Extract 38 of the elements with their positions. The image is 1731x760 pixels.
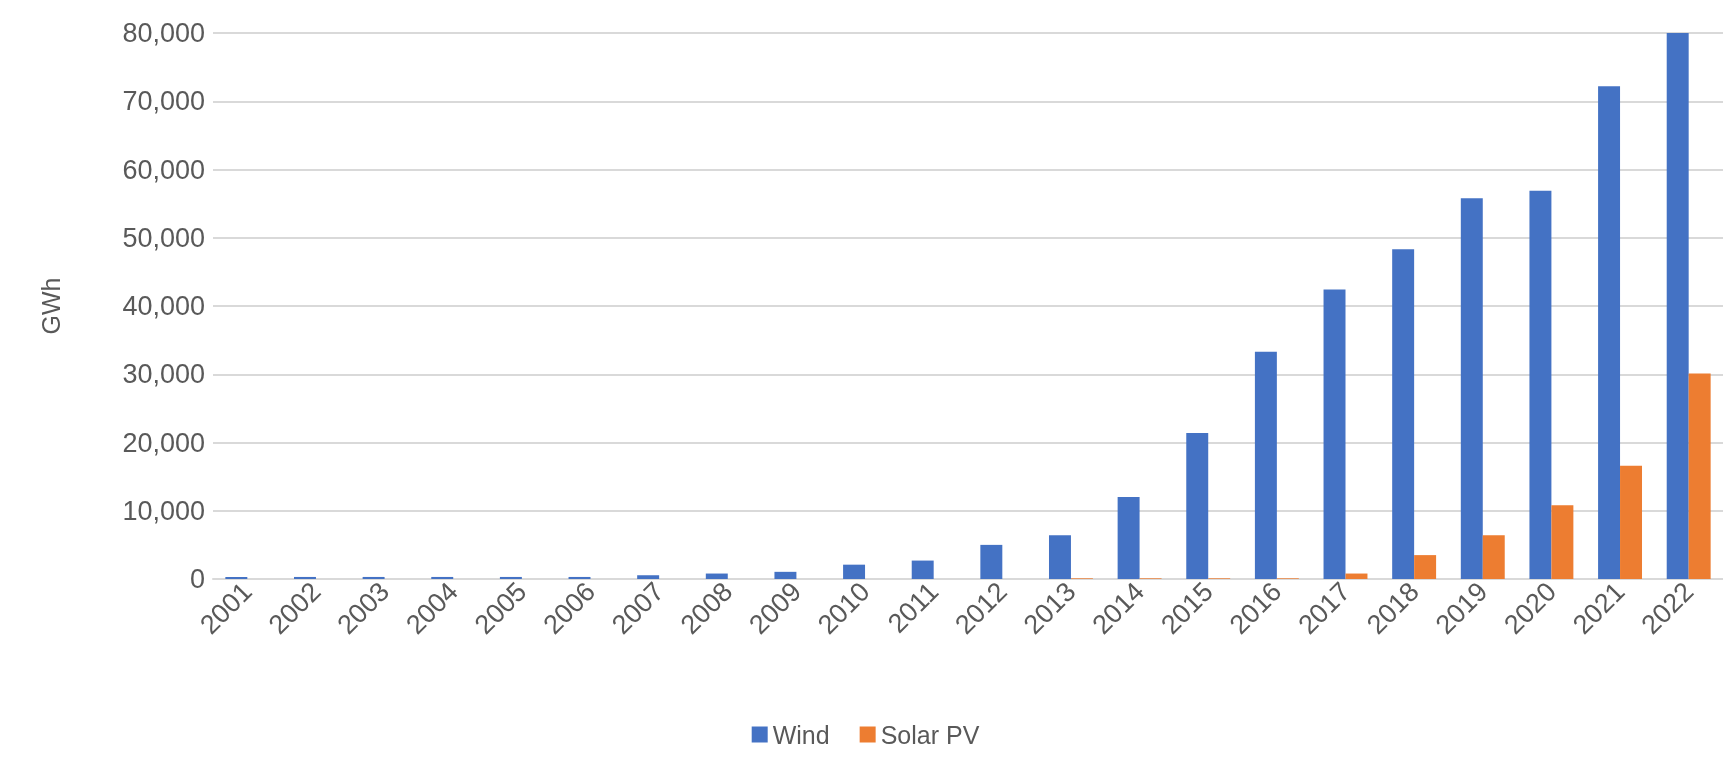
- bar: [1620, 465, 1643, 579]
- bar: [1117, 497, 1140, 579]
- y-tick-label: 20,000: [122, 427, 205, 458]
- y-tick-label: 70,000: [122, 86, 205, 117]
- bar: [431, 576, 454, 579]
- bar: [1323, 289, 1346, 579]
- bar: [705, 573, 728, 579]
- bar: [1186, 432, 1209, 579]
- y-tick-label: 10,000: [122, 495, 205, 526]
- bar: [225, 576, 248, 579]
- bar: [362, 576, 385, 579]
- bar: [980, 544, 1003, 579]
- bar: [774, 571, 797, 579]
- bar: [1598, 86, 1621, 579]
- bar: [293, 576, 316, 579]
- y-tick-label: 40,000: [122, 291, 205, 321]
- bar: [1529, 190, 1552, 579]
- bar: [911, 560, 934, 579]
- legend-label: Wind: [772, 720, 830, 749]
- bar: [1414, 555, 1437, 579]
- bar: [499, 576, 522, 579]
- bar: [1048, 535, 1071, 579]
- bar: [843, 564, 866, 579]
- bar: [568, 576, 591, 579]
- y-axis-title: GWh: [36, 277, 65, 335]
- bar: [1551, 505, 1574, 579]
- bar: [637, 575, 660, 579]
- bar: [1666, 33, 1689, 579]
- legend-label: Solar PV: [880, 720, 980, 749]
- bar: [1688, 373, 1711, 579]
- bar: [1254, 351, 1277, 579]
- y-tick-label: 80,000: [122, 18, 205, 48]
- y-tick-label: 60,000: [122, 154, 205, 185]
- y-tick-label: 30,000: [122, 359, 205, 390]
- bar: [1482, 535, 1505, 579]
- bar: [1460, 198, 1483, 579]
- y-tick-label: 50,000: [122, 222, 205, 253]
- bar: [1392, 249, 1415, 579]
